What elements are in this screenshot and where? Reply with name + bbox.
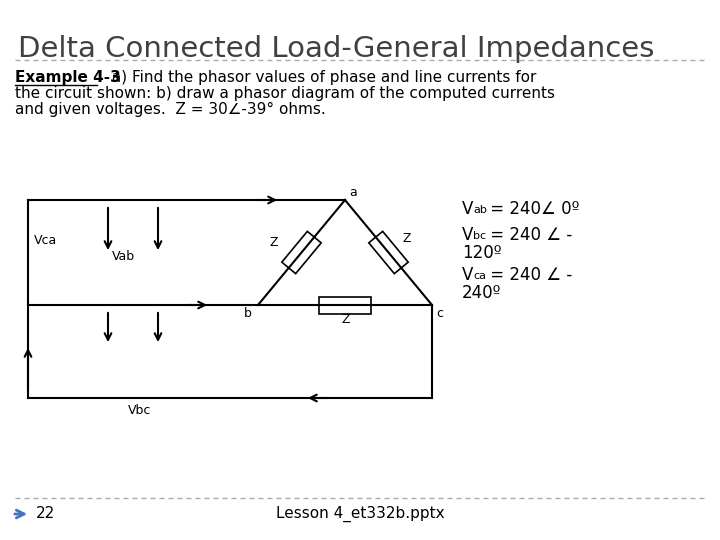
- Text: = 240 ∠ -: = 240 ∠ -: [485, 226, 572, 244]
- Text: 120º: 120º: [462, 244, 502, 262]
- Text: Delta Connected Load-General Impedances: Delta Connected Load-General Impedances: [18, 35, 654, 63]
- Text: = 240 ∠ -: = 240 ∠ -: [485, 266, 572, 284]
- Text: 22: 22: [36, 507, 55, 522]
- Text: Vab: Vab: [112, 251, 135, 264]
- Text: V: V: [462, 226, 473, 244]
- Text: = 240∠ 0º: = 240∠ 0º: [485, 200, 580, 218]
- Text: Lesson 4_et332b.pptx: Lesson 4_et332b.pptx: [276, 506, 444, 522]
- Text: and given voltages.  Z = 30∠-39° ohms.: and given voltages. Z = 30∠-39° ohms.: [15, 102, 325, 117]
- Text: Z: Z: [269, 237, 278, 249]
- Text: bc: bc: [473, 231, 486, 241]
- Text: Vca: Vca: [34, 234, 58, 247]
- Text: a: a: [349, 186, 356, 199]
- Text: V: V: [462, 200, 473, 218]
- Text: 240º: 240º: [462, 284, 501, 302]
- Text: ab: ab: [473, 205, 487, 215]
- Text: c: c: [436, 307, 443, 320]
- Text: Example 4-3: Example 4-3: [15, 70, 121, 85]
- Text: V: V: [462, 266, 473, 284]
- Text: b: b: [244, 307, 252, 320]
- Text: the circuit shown: b) draw a phasor diagram of the computed currents: the circuit shown: b) draw a phasor diag…: [15, 86, 555, 101]
- Bar: [319, 296, 371, 314]
- Text: Z: Z: [402, 233, 411, 246]
- Text: Z: Z: [341, 313, 349, 326]
- Text: :  a) Find the phasor values of phase and line currents for: : a) Find the phasor values of phase and…: [97, 70, 536, 85]
- Text: ca: ca: [473, 271, 486, 281]
- Text: Vbc: Vbc: [128, 404, 151, 417]
